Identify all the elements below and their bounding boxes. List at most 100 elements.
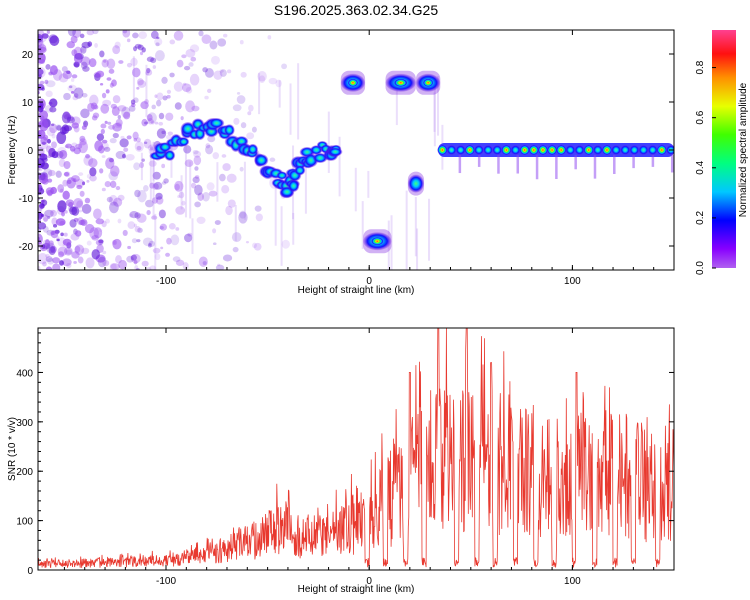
noise-speck [98, 239, 104, 244]
noise-speck [165, 135, 172, 140]
noise-streak [274, 181, 277, 246]
noise-speck [59, 188, 64, 193]
noise-speck [67, 84, 77, 92]
noise-speck [104, 181, 111, 188]
noise-speck [106, 196, 113, 203]
noise-speck [93, 208, 102, 220]
snr-y-tick-label: 0 [27, 566, 33, 577]
noise-speck [47, 216, 51, 220]
noise-speck [71, 148, 75, 153]
noise-speck [73, 217, 79, 222]
noise-speck [269, 157, 276, 162]
noise-speck [84, 197, 91, 204]
noise-speck [217, 263, 221, 267]
noise-speck [81, 93, 88, 98]
noise-speck [152, 247, 161, 254]
noise-speck [47, 154, 52, 159]
noise-speck [101, 155, 106, 158]
noise-speck [73, 147, 81, 155]
noise-speck [137, 79, 147, 88]
noise-speck [217, 38, 227, 47]
steady-line-tail [458, 154, 462, 174]
steady-line-blob [464, 145, 475, 155]
noise-speck [81, 247, 90, 255]
steady-line-blob [528, 145, 539, 155]
noise-speck [134, 226, 141, 233]
noise-streak [405, 190, 408, 270]
noise-speck [238, 211, 248, 224]
noise-speck [39, 168, 43, 172]
noise-speck [93, 227, 103, 239]
steady-line-blob [501, 145, 512, 155]
noise-speck [110, 180, 117, 189]
noise-speck [63, 232, 68, 237]
noise-speck [52, 263, 61, 270]
noise-speck [74, 230, 82, 237]
noise-speck [161, 181, 167, 185]
noise-speck [143, 141, 148, 145]
noise-speck [62, 241, 72, 249]
noise-speck [133, 223, 137, 228]
noise-streak [184, 140, 187, 218]
noise-speck [38, 68, 44, 76]
noise-speck [137, 227, 143, 233]
noise-speck [62, 238, 72, 246]
snr-frame [37, 327, 675, 571]
steady-line-tail [613, 154, 616, 174]
steady-line-tail [670, 154, 674, 173]
noise-speck [146, 210, 151, 216]
steady-line-blob [492, 145, 503, 155]
trace-blob [276, 171, 288, 180]
noise-speck [156, 92, 164, 101]
noise-speck [42, 214, 49, 222]
noise-speck [169, 72, 175, 78]
noise-speck [105, 157, 115, 169]
noise-speck [57, 246, 68, 257]
noise-speck [247, 111, 252, 116]
noise-speck [173, 30, 184, 41]
noise-speck [99, 229, 103, 232]
noise-speck [167, 131, 173, 136]
noise-speck [42, 226, 49, 233]
noise-speck [126, 62, 133, 68]
noise-speck [178, 191, 185, 199]
noise-speck [87, 41, 93, 47]
noise-speck [63, 92, 71, 101]
noise-speck [128, 105, 136, 112]
noise-streak [297, 63, 300, 140]
steady-line-blob [537, 145, 548, 155]
noise-speck [268, 77, 278, 85]
noise-speck [50, 210, 58, 217]
noise-speck [202, 261, 207, 266]
noise-speck [255, 213, 263, 222]
noise-streak [278, 80, 281, 108]
noise-speck [166, 94, 171, 99]
noise-speck [75, 143, 83, 150]
noise-speck [136, 239, 141, 243]
noise-speck [49, 106, 57, 113]
noise-speck [39, 58, 46, 65]
noise-speck [132, 67, 141, 78]
noise-speck [45, 239, 50, 246]
steady-line-blob [574, 145, 585, 155]
noise-speck [150, 146, 154, 151]
noise-speck [41, 213, 45, 217]
noise-streak [191, 218, 194, 254]
noise-speck [49, 65, 58, 76]
noise-speck [163, 178, 169, 184]
noise-speck [52, 224, 58, 228]
noise-streak [140, 152, 143, 181]
noise-speck [165, 252, 171, 257]
noise-speck [182, 82, 187, 86]
noise-streak [433, 77, 436, 147]
noise-speck [71, 142, 78, 148]
noise-speck [120, 135, 125, 140]
noise-speck [101, 58, 109, 68]
noise-speck [101, 92, 107, 99]
noise-speck [222, 163, 231, 171]
noise-speck [196, 216, 206, 225]
noise-speck [112, 132, 119, 139]
noise-speck [51, 217, 58, 226]
noise-speck [99, 50, 105, 58]
noise-speck [160, 246, 164, 250]
